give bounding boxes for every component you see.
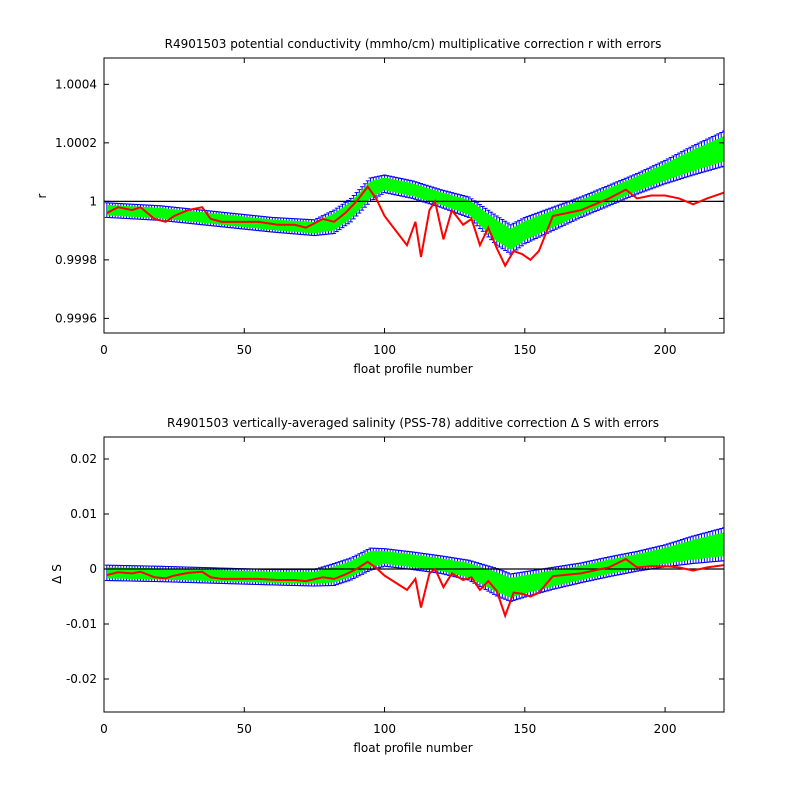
- bottom-panel-x-axis-label: float profile number: [353, 741, 472, 755]
- top-panel-title: R4901503 potential conductivity (mmho/cm…: [165, 37, 662, 51]
- bottom-panel-y-axis-label: Δ S: [50, 564, 64, 584]
- x-tick-label: 50: [237, 722, 252, 736]
- x-tick-label: 150: [513, 343, 536, 357]
- y-tick-label: 0.9998: [55, 253, 97, 267]
- y-tick-label: 0.9996: [55, 311, 97, 325]
- plot-frame: [103, 436, 725, 713]
- y-tick-label: 0.01: [70, 507, 97, 521]
- error-band-fill: [106, 532, 724, 598]
- x-tick-label: 0: [100, 343, 108, 357]
- top-panel-x-axis-label: float profile number: [353, 362, 472, 376]
- y-tick-label: 0: [89, 562, 97, 576]
- x-tick-label: 200: [654, 722, 677, 736]
- profile-correction-line: [106, 557, 724, 619]
- y-tick-label: 1: [89, 194, 97, 208]
- x-tick-label: 50: [237, 343, 252, 357]
- x-tick-label: 200: [654, 343, 677, 357]
- plot-area-0: [104, 130, 724, 268]
- bottom-panel-salinity-correction: R4901503 vertically-averaged salinity (P…: [50, 416, 725, 755]
- profile-correction-line: [106, 185, 724, 268]
- y-tick-label: -0.02: [66, 672, 97, 686]
- y-tick-label: 1.0002: [55, 136, 97, 150]
- y-tick-label: 0.02: [70, 452, 97, 466]
- bottom-panel-title: R4901503 vertically-averaged salinity (P…: [167, 416, 659, 430]
- x-tick-label: 100: [373, 343, 396, 357]
- y-tick-label: 1.0004: [55, 77, 97, 91]
- y-tick-label: -0.01: [66, 617, 97, 631]
- plot-frame: [103, 57, 725, 334]
- top-panel-y-axis-label: r: [35, 193, 49, 198]
- plot-area-1: [104, 527, 724, 619]
- x-tick-label: 100: [373, 722, 396, 736]
- x-tick-label: 0: [100, 722, 108, 736]
- x-tick-label: 150: [513, 722, 536, 736]
- top-panel-conductivity-correction: R4901503 potential conductivity (mmho/cm…: [35, 37, 725, 376]
